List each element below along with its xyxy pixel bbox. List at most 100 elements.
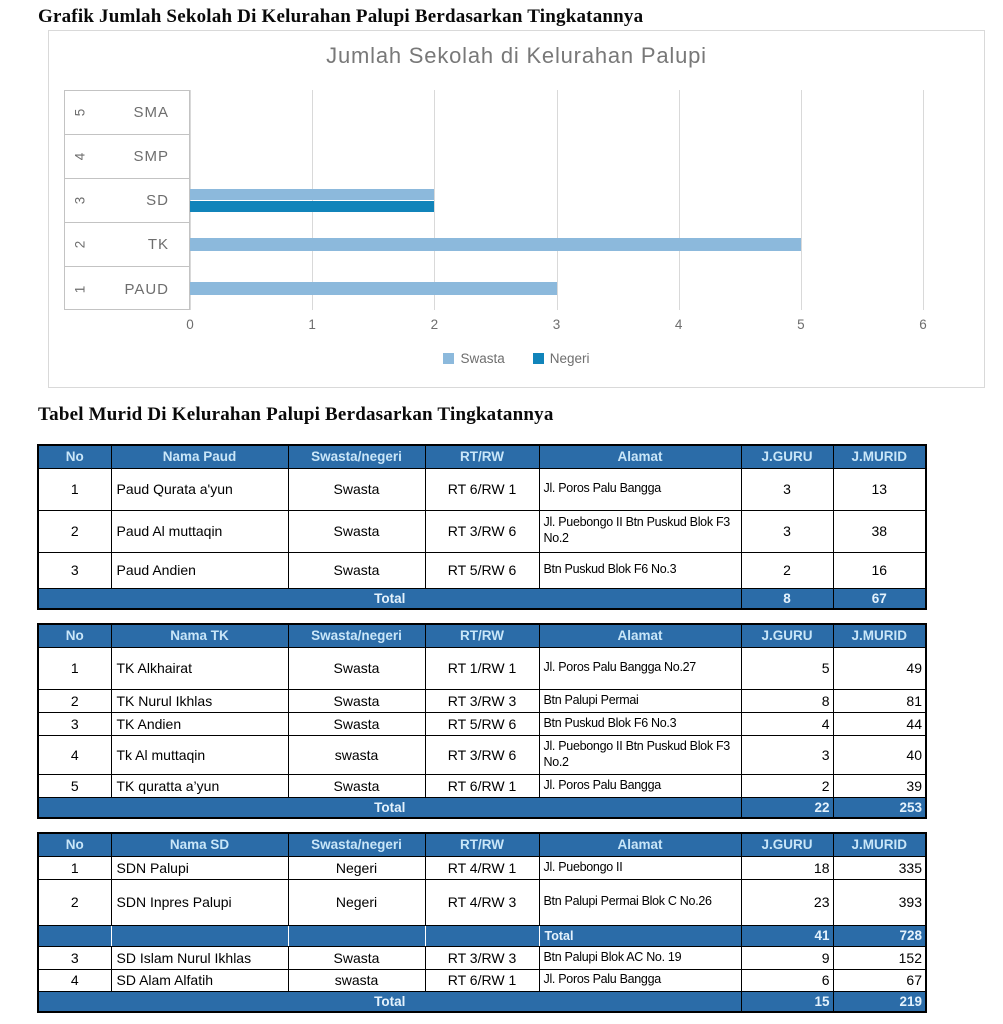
total-guru: 15: [740, 990, 834, 1013]
subtotal-empty-cell: [424, 924, 540, 947]
table-row: 3 SD Islam Nurul Ikhlas Swasta RT 3/RW 3 Btn…: [37, 945, 927, 970]
tables-container: No Nama Paud Swasta/negeri RT/RW Alamat J.GUR…: [37, 444, 927, 1024]
cell-nama: TK Alkhairat: [110, 646, 289, 690]
cell-rtrw: RT 3/RW 6: [424, 734, 540, 775]
plot-area: [190, 90, 937, 310]
total-label: Total: [37, 990, 742, 1013]
table-paud: No Nama Paud Swasta/negeri RT/RW Alamat J.GUR…: [37, 444, 927, 610]
table-body: 1 TK Alkhairat Swasta RT 1/RW 1 Jl. Poros Pa…: [37, 646, 927, 819]
cell-no: 1: [37, 855, 112, 880]
table-row: 2 TK Nurul Ikhlas Swasta RT 3/RW 3 Btn Palup…: [37, 688, 927, 713]
table-tk: No Nama TK Swasta/negeri RT/RW Alamat J.GURU J…: [37, 623, 927, 819]
total-row: Total 8 67: [37, 587, 927, 610]
cell-guru: 2: [740, 551, 834, 589]
cell-guru: 18: [740, 855, 834, 880]
table-head: No Nama SD Swasta/negeri RT/RW Alamat J.GURU J…: [37, 832, 927, 857]
cell-murid: 44: [832, 711, 927, 736]
column-header: Swasta/negeri: [287, 623, 426, 648]
category-cell: 3 SD: [65, 179, 189, 223]
cell-alamat: Jl. Poros Palu Bangga: [538, 467, 742, 511]
cell-rtrw: RT 5/RW 6: [424, 711, 540, 736]
total-murid: 219: [832, 990, 927, 1013]
total-guru: 8: [740, 587, 834, 610]
total-murid: 253: [832, 796, 927, 819]
column-header: No: [37, 623, 112, 648]
category-index: 2: [72, 240, 88, 249]
column-header: RT/RW: [424, 832, 540, 857]
cell-rtrw: RT 6/RW 1: [424, 968, 540, 992]
column-header: J.MURID: [832, 832, 927, 857]
cell-nama: Tk Al muttaqin: [110, 734, 289, 775]
category-cell: 4 SMP: [65, 135, 189, 179]
gridline: [434, 90, 436, 310]
cell-rtrw: RT 6/RW 1: [424, 773, 540, 798]
table-row: 5 TK quratta a’yun Swasta RT 6/RW 1 Jl. Poro…: [37, 773, 927, 798]
category-label: SD: [146, 192, 169, 209]
cell-no: 2: [37, 509, 112, 553]
gridline: [678, 90, 680, 310]
subtotal-label: Total: [538, 924, 742, 947]
bar-negeri: [190, 200, 435, 212]
column-header: Swasta/negeri: [287, 832, 426, 857]
table-row: 4 SD Alam Alfatih swasta RT 6/RW 1 Jl. Poros…: [37, 968, 927, 992]
cell-no: 1: [37, 646, 112, 690]
cell-alamat: Jl. Puebongo II: [538, 855, 742, 880]
subtotal-empty-cell: [37, 924, 112, 947]
cell-nama: SD Alam Alfatih: [110, 968, 289, 992]
column-header: Alamat: [538, 832, 742, 857]
cell-alamat: Jl. Puebongo II Btn Puskud Blok F3 No.2: [538, 734, 742, 775]
cell-status: Swasta: [287, 688, 426, 713]
total-label: Total: [37, 587, 742, 610]
cell-alamat: Btn Palupi Permai Blok C No.26: [538, 878, 742, 926]
cell-no: 1: [37, 467, 112, 511]
cell-nama: TK quratta a’yun: [110, 773, 289, 798]
total-murid: 67: [832, 587, 927, 610]
cell-rtrw: RT 5/RW 6: [424, 551, 540, 589]
category-index: 1: [72, 285, 88, 293]
school-count-chart: Jumlah Sekolah di Kelurahan Palupi 5 SMA 4…: [48, 30, 985, 388]
column-header: RT/RW: [424, 623, 540, 648]
column-header: J.GURU: [740, 444, 834, 469]
table-row: 4 Tk Al muttaqin swasta RT 3/RW 6 Jl. Puebon…: [37, 734, 927, 775]
table-row: 1 TK Alkhairat Swasta RT 1/RW 1 Jl. Poros Pa…: [37, 646, 927, 690]
cell-guru: 6: [740, 968, 834, 992]
total-row: Total 22 253: [37, 796, 927, 819]
cell-murid: 49: [832, 646, 927, 690]
cell-nama: Paud Qurata a'yun: [110, 467, 289, 511]
cell-nama: SDN Inpres Palupi: [110, 878, 289, 926]
subtotal-row: Total 41 728: [37, 924, 927, 947]
gridline: [800, 90, 802, 310]
subtotal-empty-cell: [287, 924, 426, 947]
column-header: Nama Paud: [110, 444, 289, 469]
cell-rtrw: RT 1/RW 1: [424, 646, 540, 690]
table-row: 2 Paud Al muttaqin Swasta RT 3/RW 6 Jl. Pueb…: [37, 509, 927, 553]
column-header: Swasta/negeri: [287, 444, 426, 469]
column-header: Alamat: [538, 623, 742, 648]
table-row: 3 Paud Andien Swasta RT 5/RW 6 Btn Puskud Bl…: [37, 551, 927, 589]
doc-title-tabel: Tabel Murid Di Kelurahan Palupi Berdasar…: [38, 404, 554, 425]
gridline: [312, 90, 314, 310]
column-header: RT/RW: [424, 444, 540, 469]
category-label: PAUD: [124, 280, 169, 298]
cell-murid: 335: [832, 855, 927, 880]
cell-no: 5: [37, 773, 112, 798]
cell-murid: 393: [832, 878, 927, 926]
cell-status: Swasta: [287, 467, 426, 511]
category-cell: 1 PAUD: [65, 267, 189, 311]
category-index: 4: [72, 152, 88, 161]
table-sd: No Nama SD Swasta/negeri RT/RW Alamat J.GURU J…: [37, 832, 927, 1013]
table-row: 2 SDN Inpres Palupi Negeri RT 4/RW 3 Btn Pal…: [37, 878, 927, 926]
cell-status: Swasta: [287, 711, 426, 736]
category-label: SMA: [133, 104, 169, 121]
chart-legend: Swasta Negeri: [49, 351, 984, 366]
cell-murid: 67: [832, 968, 927, 992]
x-tick-label: 3: [552, 317, 561, 332]
column-header: No: [37, 832, 112, 857]
cell-nama: Paud Andien: [110, 551, 289, 589]
x-tick-label: 2: [430, 317, 439, 332]
cell-no: 2: [37, 878, 112, 926]
table-body: 1 SDN Palupi Negeri RT 4/RW 1 Jl. Puebongo I…: [37, 855, 927, 1013]
cell-murid: 81: [832, 688, 927, 713]
doc-title-grafik: Grafik Jumlah Sekolah Di Kelurahan Palup…: [38, 6, 644, 27]
